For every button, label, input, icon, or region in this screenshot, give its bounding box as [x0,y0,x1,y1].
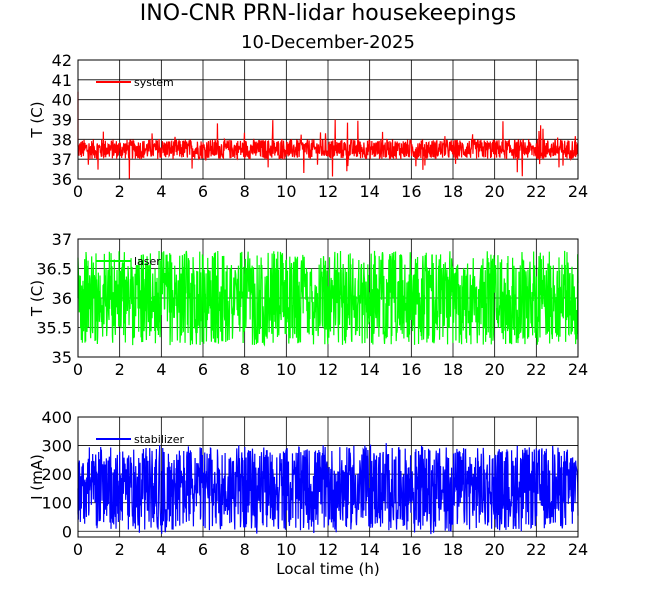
figure-subtitle: 10-December-2025 [241,32,415,53]
plot-frame [77,238,579,358]
y-tick-label: 400 [41,408,72,427]
x-tick-label: 6 [198,540,208,559]
x-tick-label: 2 [115,360,125,379]
y-tick-label: 36 [52,170,72,189]
x-tick-label: 12 [318,540,338,559]
x-tick-label: 0 [73,182,83,201]
x-tick-label: 18 [443,182,463,201]
series-line-laser [77,250,579,347]
x-tick-label: 0 [73,540,83,559]
legend-label-stabilizer: stabilizer [134,433,184,446]
x-tick-label: 8 [240,540,250,559]
y-axis-label: T (C) [28,101,46,138]
x-tick-label: 6 [198,182,208,201]
y-tick-label: 300 [41,437,72,456]
x-tick-label: 14 [359,540,379,559]
x-tick-label: 12 [318,182,338,201]
y-tick-label: 39 [52,111,72,130]
y-tick-label: 37 [52,230,72,249]
x-tick-label: 4 [156,360,166,379]
series-line-system [77,91,579,179]
y-tick-label: 41 [52,71,72,90]
x-tick-label: 6 [198,360,208,379]
x-tick-label: 18 [443,540,463,559]
x-tick-label: 10 [276,540,296,559]
figure-title: INO-CNR PRN-lidar housekeepings [140,1,516,26]
x-tick-label: 4 [156,540,166,559]
legend-label-system: system [134,76,174,89]
x-tick-label: 20 [484,540,504,559]
x-tick-label: 10 [276,360,296,379]
x-tick-label: 14 [359,360,379,379]
x-tick-label: 20 [484,360,504,379]
x-tick-label: 16 [401,360,421,379]
x-tick-label: 4 [156,182,166,201]
x-tick-label: 2 [115,540,125,559]
y-axis-label: I (mA) [28,454,46,500]
legend-label-laser: laser [134,255,161,268]
x-tick-label: 24 [568,182,588,201]
y-tick-label: 40 [52,91,72,110]
y-tick-label: 42 [52,51,72,70]
x-tick-label: 14 [359,182,379,201]
y-tick-label: 200 [41,465,72,484]
x-tick-label: 24 [568,540,588,559]
x-tick-label: 22 [526,540,546,559]
y-tick-label: 0 [62,522,72,541]
y-tick-label: 37 [52,150,72,169]
x-tick-label: 18 [443,360,463,379]
x-tick-label: 8 [240,182,250,201]
y-axis-label: T (C) [28,280,46,317]
y-tick-label: 35.5 [36,319,72,338]
x-tick-label: 16 [401,540,421,559]
y-tick-label: 100 [41,494,72,513]
series-line-stabilizer [77,443,579,535]
y-tick-label: 35 [52,348,72,367]
plot-frame [77,59,579,180]
x-tick-label: 22 [526,182,546,201]
x-tick-label: 16 [401,182,421,201]
y-tick-label: 36 [52,289,72,308]
x-tick-label: 20 [484,182,504,201]
x-tick-label: 8 [240,360,250,379]
y-tick-label: 38 [52,130,72,149]
x-tick-label: 10 [276,182,296,201]
x-tick-label: 0 [73,360,83,379]
x-tick-label: 22 [526,360,546,379]
plot-frame [77,416,579,538]
x-tick-label: 2 [115,182,125,201]
x-tick-label: 24 [568,360,588,379]
x-axis-label: Local time (h) [276,560,380,578]
y-tick-label: 36.5 [36,260,72,279]
x-tick-label: 12 [318,360,338,379]
